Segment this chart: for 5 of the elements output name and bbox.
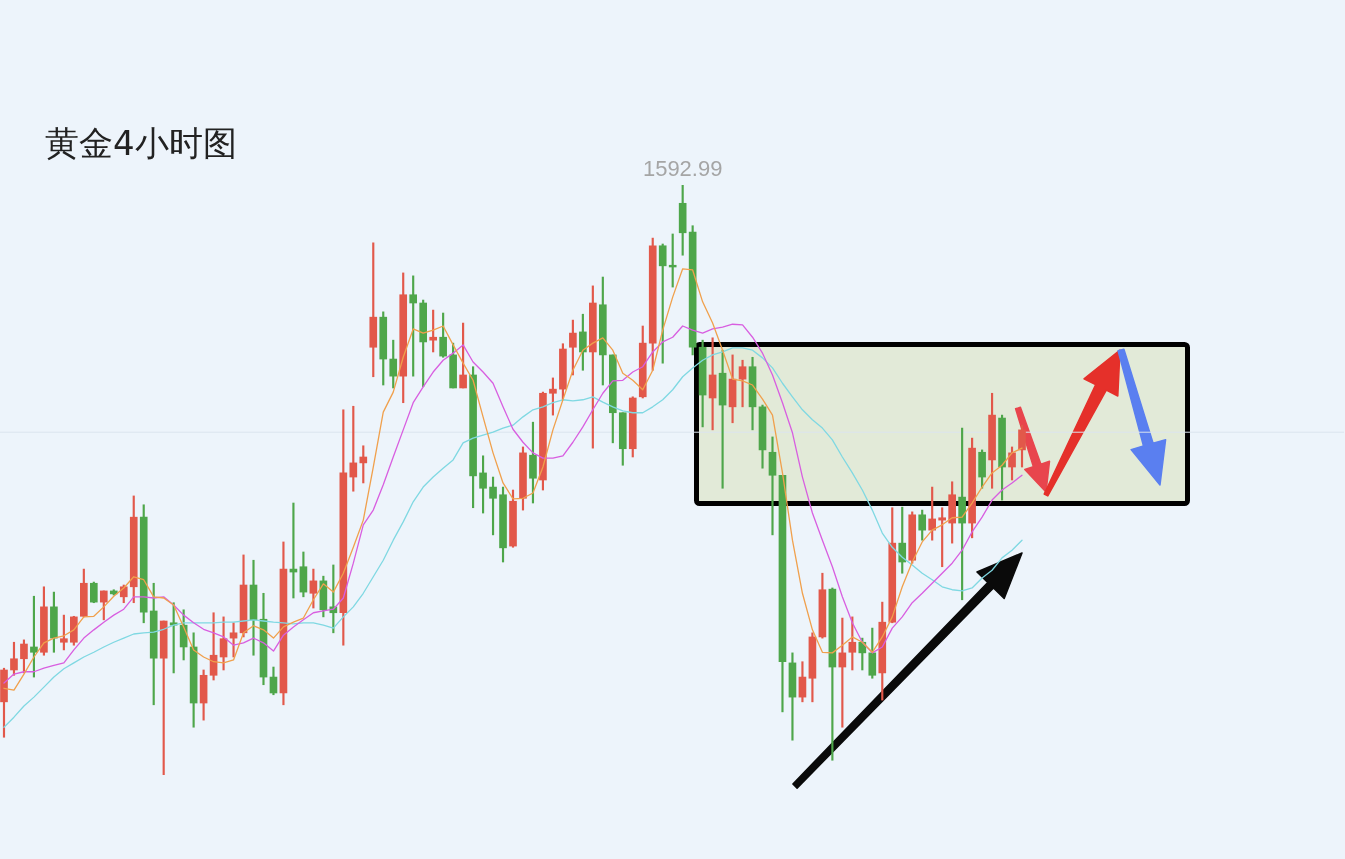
candlestick [738, 359, 747, 408]
annotation: 1592.99 [642, 156, 723, 182]
chart-title: 黄金4小时图 [45, 122, 237, 165]
candlestick [229, 622, 238, 658]
candlestick [768, 436, 777, 536]
